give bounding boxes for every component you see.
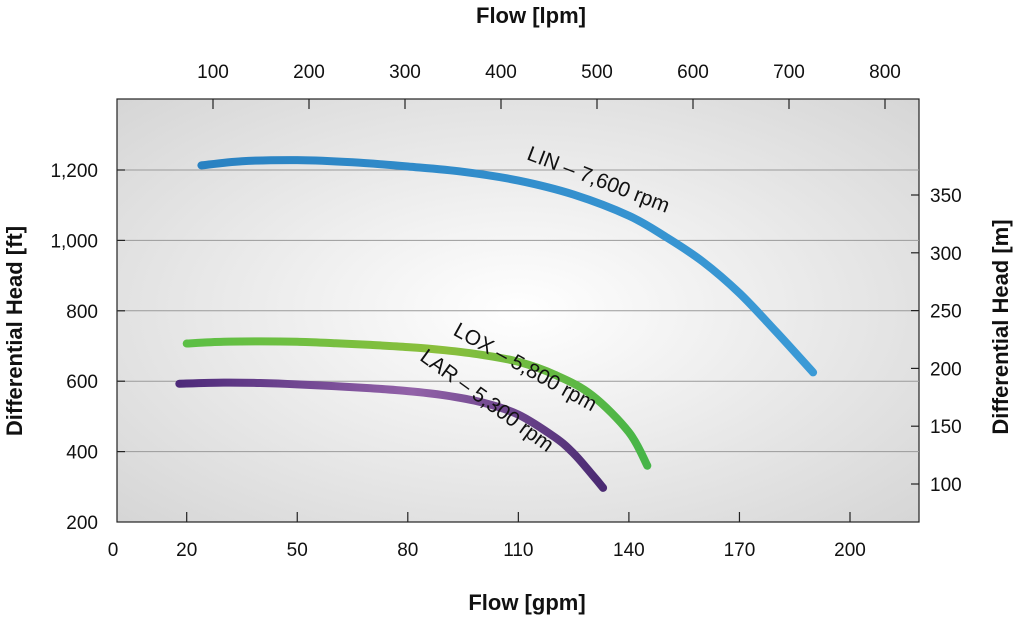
y2-tick-label: 150 [930, 417, 962, 438]
y2-axis-title: Differential Head [m] [988, 219, 1013, 434]
x-tick-label: 50 [287, 540, 308, 561]
y2-tick-label: 300 [930, 244, 962, 265]
series-line-lox [182, 337, 652, 470]
x2-axis-title: Flow [lpm] [476, 3, 586, 28]
x2-tick-label: 800 [869, 62, 901, 83]
y-tick-label: 200 [66, 513, 98, 534]
x-tick-label: 0 [108, 540, 119, 561]
x2-tick-label: 100 [197, 62, 229, 83]
x-tick-label: 20 [176, 540, 197, 561]
y-tick-label: 600 [66, 372, 98, 393]
y2-tick-label: 350 [930, 186, 962, 207]
x2-tick-label: 500 [581, 62, 613, 83]
y2-tick-label: 200 [930, 359, 962, 380]
y-tick-label: 400 [66, 443, 98, 464]
axis-ticks: 0 20 50 80 110 140 170 200 100 200 300 400 500 600 700… [50, 62, 961, 561]
x-tick-label: 80 [397, 540, 418, 561]
y-axis-title: Differential Head [ft] [2, 226, 27, 436]
x-tick-label: 200 [834, 540, 866, 561]
x-tick-label: 110 [503, 540, 533, 561]
x2-tick-label: 600 [677, 62, 709, 83]
x2-tick-label: 300 [389, 62, 421, 83]
x-axis-title: Flow [gpm] [468, 590, 585, 615]
series-line-lin [197, 156, 818, 377]
y-tick-label: 800 [66, 302, 98, 323]
x-tick-label: 170 [724, 540, 756, 561]
y-tick-label: 1,000 [50, 231, 98, 252]
x2-tick-label: 200 [293, 62, 325, 83]
series-lines [175, 156, 818, 492]
y-tick-label: 1,200 [50, 161, 98, 182]
y2-tick-label: 250 [930, 302, 962, 323]
x2-tick-label: 400 [485, 62, 517, 83]
series-line-lar [175, 378, 608, 492]
y2-tick-label: 100 [930, 475, 962, 496]
x-tick-label: 140 [613, 540, 645, 561]
x2-tick-label: 700 [773, 62, 805, 83]
